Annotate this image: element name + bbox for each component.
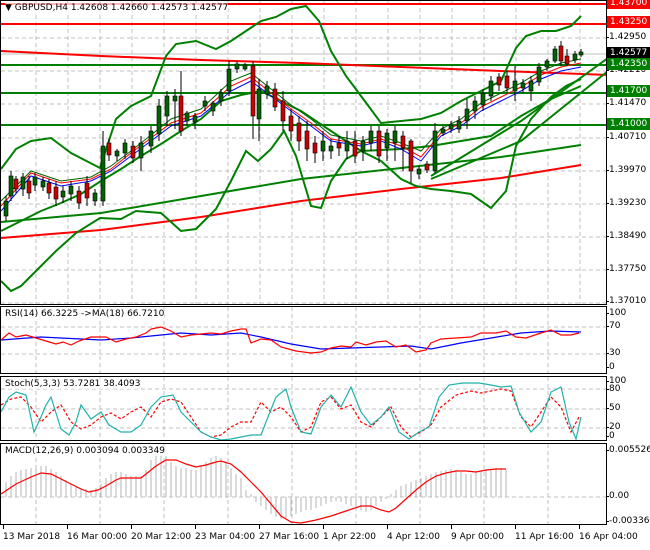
current-price-tag: 1.42577 [607, 47, 650, 59]
rsi-tick: 70 [605, 321, 621, 331]
level-tag-1-41700: 1.41700 [607, 85, 650, 97]
rsi-axis: 100 70 30 0 [605, 306, 650, 374]
price-tick: 1.42210 [605, 65, 647, 75]
price-tick: 1.37750 [605, 264, 647, 274]
bollinger-lower [1, 78, 582, 293]
stochastic-panel[interactable]: Stoch(5,3,3) 53.7281 38.4093 [0, 376, 607, 441]
chart-header: ▼ GBPUSD,H4 1.42608 1.42660 1.42573 1.42… [5, 3, 229, 13]
rsi-panel[interactable]: RSI(14) 66.3225 ->MA(18) 66.7210 [0, 306, 607, 374]
rsi-tick: 100 [605, 308, 627, 318]
ascending-trendline-2 [430, 71, 606, 180]
price-axis[interactable]: 1.42950 1.42210 1.41470 1.40710 1.39970 … [605, 0, 650, 306]
time-tick [131, 525, 132, 529]
stoch-tick: 100 [605, 376, 627, 386]
stoch-tick: 50 [605, 403, 621, 413]
level-tag-1-43700: 1.43700 [607, 0, 650, 9]
ma-green [1, 58, 582, 202]
level-tag-1-41000: 1.41000 [607, 118, 650, 130]
macd-histogram [5, 452, 507, 519]
rsi-tick: 0 [606, 362, 615, 372]
price-tick: 1.41470 [605, 98, 647, 108]
price-tick: 1.37010 [605, 296, 647, 306]
price-tick: 1.42950 [605, 32, 647, 42]
level-tag-1-43250: 1.43250 [607, 16, 650, 28]
time-label: 4 Apr 12:00 [387, 532, 440, 542]
stochastic-title: Stoch(5,3,3) 53.7281 38.4093 [5, 379, 141, 389]
rsi-ma-line [1, 330, 582, 350]
stochastic-canvas [1, 377, 606, 440]
price-tick: 1.40710 [605, 132, 647, 142]
time-tick [323, 525, 324, 529]
stoch-tick: 20 [605, 422, 621, 432]
time-label: 11 Apr 16:00 [515, 532, 574, 542]
bollinger-upper [1, 4, 582, 170]
macd-tick: 0.005526 [606, 445, 650, 455]
long-ma-green [1, 144, 582, 223]
time-tick [259, 525, 260, 529]
rsi-line [1, 326, 580, 354]
long-ma-red [1, 164, 582, 239]
macd-canvas [1, 444, 606, 524]
price-chart-canvas [1, 1, 606, 304]
price-chart-panel[interactable]: ▼ GBPUSD,H4 1.42608 1.42660 1.42573 1.42… [0, 0, 607, 305]
price-tick: 1.39230 [605, 198, 647, 208]
stochastic-axis: 100 80 50 20 0 [605, 376, 650, 441]
ma-red [1, 62, 582, 207]
rsi-tick: 30 [605, 348, 621, 358]
ma-blue [1, 66, 582, 212]
time-tick [579, 525, 580, 529]
time-tick [3, 525, 4, 529]
time-label: 20 Mar 12:00 [131, 532, 192, 542]
ohlc-values: 1.42608 1.42660 1.42573 1.42577 [70, 3, 229, 13]
stoch-signal-line [1, 388, 580, 438]
grid-lines [1, 1, 606, 304]
time-tick [515, 525, 516, 529]
stoch-main-line [1, 382, 582, 440]
macd-tick: 0.00 [605, 491, 630, 501]
stoch-tick: 80 [605, 384, 621, 394]
time-label: 9 Apr 00:00 [451, 532, 504, 542]
macd-axis: 0.005526 0.00 -0.003367 [605, 443, 650, 526]
macd-tick: -0.003367 [605, 516, 650, 526]
stoch-tick: 0 [606, 431, 615, 441]
macd-title: MACD(12,26,9) 0.003094 0.003349 [5, 446, 165, 456]
time-tick [195, 525, 196, 529]
candlesticks [3, 41, 584, 221]
time-label: 27 Mar 16:00 [259, 532, 320, 542]
macd-signal-line [1, 459, 506, 524]
time-label: 23 Mar 04:00 [195, 532, 256, 542]
time-label: 1 Apr 22:00 [323, 532, 376, 542]
time-label: 16 Mar 00:00 [67, 532, 128, 542]
time-label: 16 Apr 04:00 [579, 532, 638, 542]
collapse-triangle-icon[interactable]: ▼ [5, 3, 12, 13]
price-tick: 1.39970 [605, 165, 647, 175]
rsi-title: RSI(14) 66.3225 ->MA(18) 66.7210 [5, 309, 165, 319]
level-tag-1-42350: 1.42350 [607, 58, 650, 70]
time-label: 13 Mar 2018 [3, 532, 61, 542]
rsi-canvas [1, 307, 606, 373]
macd-panel[interactable]: MACD(12,26,9) 0.003094 0.003349 [0, 443, 607, 525]
descending-trendline [1, 50, 606, 76]
time-tick [451, 525, 452, 529]
time-tick [387, 525, 388, 529]
time-tick [67, 525, 68, 529]
price-tick: 1.38490 [605, 231, 647, 241]
symbol-timeframe: GBPUSD,H4 [14, 3, 68, 13]
